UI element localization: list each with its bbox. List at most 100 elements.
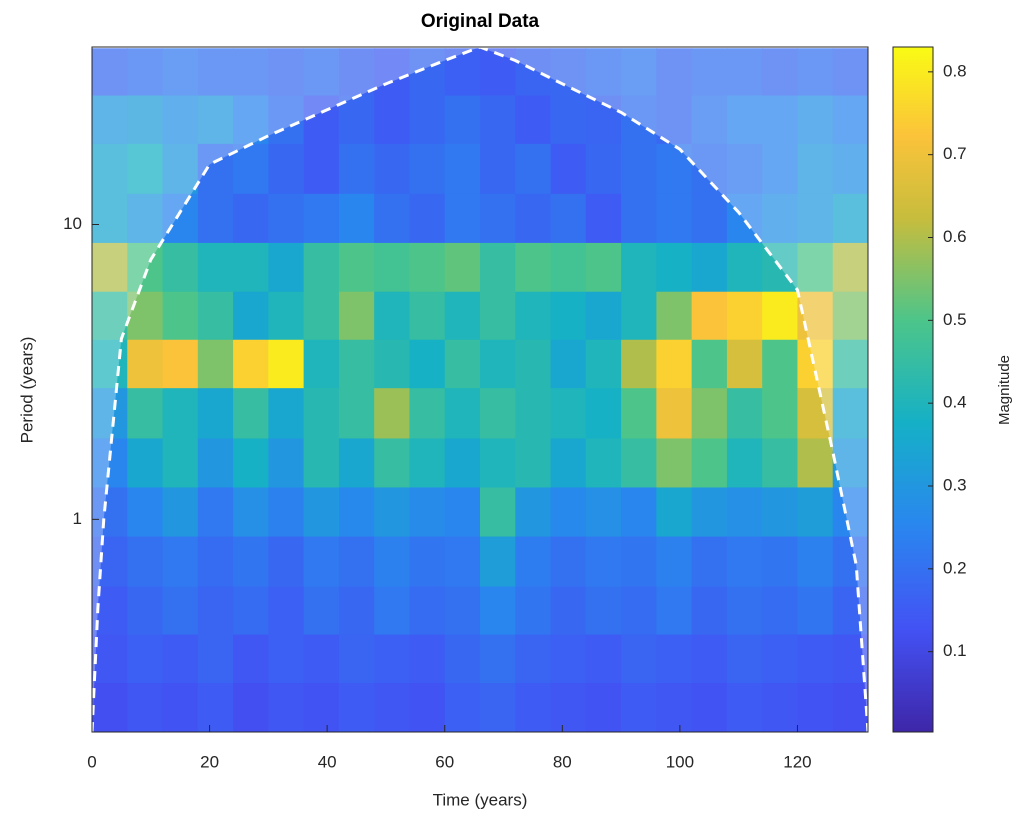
heatmap-cell bbox=[162, 242, 199, 292]
heatmap-cell bbox=[621, 48, 657, 96]
heatmap-cell bbox=[797, 193, 834, 243]
heatmap-cell bbox=[726, 437, 763, 488]
heatmap-cell bbox=[444, 387, 481, 439]
heatmap-cell bbox=[585, 48, 622, 96]
heatmap-cell bbox=[762, 536, 798, 587]
heatmap-cell bbox=[621, 95, 657, 144]
heatmap-cell bbox=[162, 95, 199, 144]
y-tick-label: 1 bbox=[73, 509, 82, 528]
heatmap-cell bbox=[515, 193, 552, 243]
heatmap-cell bbox=[515, 95, 552, 144]
heatmap-cell bbox=[515, 387, 552, 439]
colorbar-label: Magnitude bbox=[996, 355, 1013, 425]
heatmap-cell bbox=[550, 339, 587, 389]
heatmap-cell bbox=[338, 634, 375, 684]
heatmap-cell bbox=[656, 437, 693, 488]
heatmap-cell bbox=[268, 193, 305, 243]
colorbar-tick-label: 0.3 bbox=[943, 475, 967, 494]
heatmap-cell bbox=[832, 339, 868, 389]
heatmap-cell bbox=[233, 586, 269, 635]
heatmap-cell bbox=[480, 586, 516, 635]
heatmap-cell bbox=[162, 48, 199, 96]
heatmap-cell bbox=[162, 143, 199, 194]
heatmap-cell bbox=[409, 682, 446, 732]
heatmap-cell bbox=[515, 48, 552, 96]
heatmap-cell bbox=[303, 95, 340, 144]
heatmap-cell bbox=[726, 48, 763, 96]
heatmap-cell bbox=[162, 486, 199, 537]
heatmap-cell bbox=[162, 387, 199, 439]
heatmap-cell bbox=[726, 634, 763, 684]
heatmap-cell bbox=[832, 486, 868, 537]
heatmap-cell bbox=[832, 387, 868, 439]
heatmap-cell bbox=[550, 486, 587, 537]
heatmap-cell bbox=[303, 242, 340, 292]
heatmap-cell bbox=[797, 291, 834, 340]
heatmap-cell bbox=[197, 242, 234, 292]
heatmap-cell bbox=[92, 486, 128, 537]
heatmap-cell bbox=[338, 339, 375, 389]
heatmap-cell bbox=[691, 486, 728, 537]
x-tick-label: 20 bbox=[200, 752, 219, 771]
heatmap-cell bbox=[268, 586, 305, 635]
heatmap-cell bbox=[480, 242, 516, 292]
heatmap-cell bbox=[409, 95, 446, 144]
colorbar-tick-label: 0.7 bbox=[943, 144, 967, 163]
heatmap-cell bbox=[656, 682, 693, 732]
coi-shade bbox=[92, 47, 868, 732]
heatmap-cell bbox=[92, 387, 128, 439]
heatmap-cell bbox=[374, 536, 410, 587]
heatmap-cell bbox=[585, 634, 622, 684]
heatmap-cell bbox=[550, 536, 587, 587]
heatmap-cell bbox=[233, 634, 269, 684]
y-axis-label: Period (years) bbox=[17, 337, 36, 444]
heatmap-cell bbox=[374, 486, 410, 537]
heatmap-cell bbox=[480, 339, 516, 389]
heatmap-cell bbox=[233, 48, 269, 96]
heatmap-cell bbox=[444, 486, 481, 537]
heatmap-cell bbox=[409, 586, 446, 635]
heatmap-cell bbox=[338, 486, 375, 537]
heatmap-cell bbox=[691, 634, 728, 684]
heatmap-cell bbox=[621, 682, 657, 732]
heatmap-cell bbox=[197, 387, 234, 439]
heatmap-cell bbox=[762, 95, 798, 144]
heatmap-cell bbox=[197, 486, 234, 537]
heatmap-cell bbox=[762, 193, 798, 243]
heatmap-cell bbox=[374, 48, 410, 96]
heatmap-cell bbox=[515, 682, 552, 732]
heatmap-cell bbox=[374, 586, 410, 635]
heatmap-cell bbox=[374, 682, 410, 732]
heatmap-cell bbox=[656, 193, 693, 243]
heatmap-cell bbox=[585, 586, 622, 635]
heatmap-cell bbox=[162, 339, 199, 389]
colorbar-tick-label: 0.5 bbox=[943, 310, 967, 329]
heatmap-cell bbox=[162, 291, 199, 340]
heatmap-cell bbox=[92, 339, 128, 389]
heatmap-cell bbox=[197, 291, 234, 340]
heatmap-cell bbox=[480, 536, 516, 587]
x-tick-label: 120 bbox=[783, 752, 811, 771]
heatmap-cell bbox=[691, 48, 728, 96]
heatmap-cell bbox=[338, 682, 375, 732]
heatmap-cell bbox=[656, 95, 693, 144]
heatmap-cell bbox=[268, 291, 305, 340]
heatmap-cell bbox=[832, 193, 868, 243]
heatmap-cell bbox=[832, 536, 868, 587]
heatmap-cell bbox=[162, 682, 199, 732]
x-axis-label: Time (years) bbox=[433, 790, 528, 809]
heatmap-cell bbox=[726, 586, 763, 635]
heatmap-cell bbox=[303, 143, 340, 194]
heatmap-cell bbox=[127, 291, 164, 340]
heatmap-cell bbox=[92, 291, 128, 340]
heatmap-cell bbox=[162, 536, 199, 587]
heatmap-cell bbox=[233, 242, 269, 292]
heatmap-cell bbox=[585, 682, 622, 732]
heatmap-cell bbox=[656, 242, 693, 292]
heatmap-cell bbox=[550, 193, 587, 243]
heatmap-cell bbox=[338, 291, 375, 340]
heatmap-cell bbox=[762, 291, 798, 340]
colorbar-tick-label: 0.8 bbox=[943, 61, 967, 80]
heatmap-cell bbox=[303, 339, 340, 389]
